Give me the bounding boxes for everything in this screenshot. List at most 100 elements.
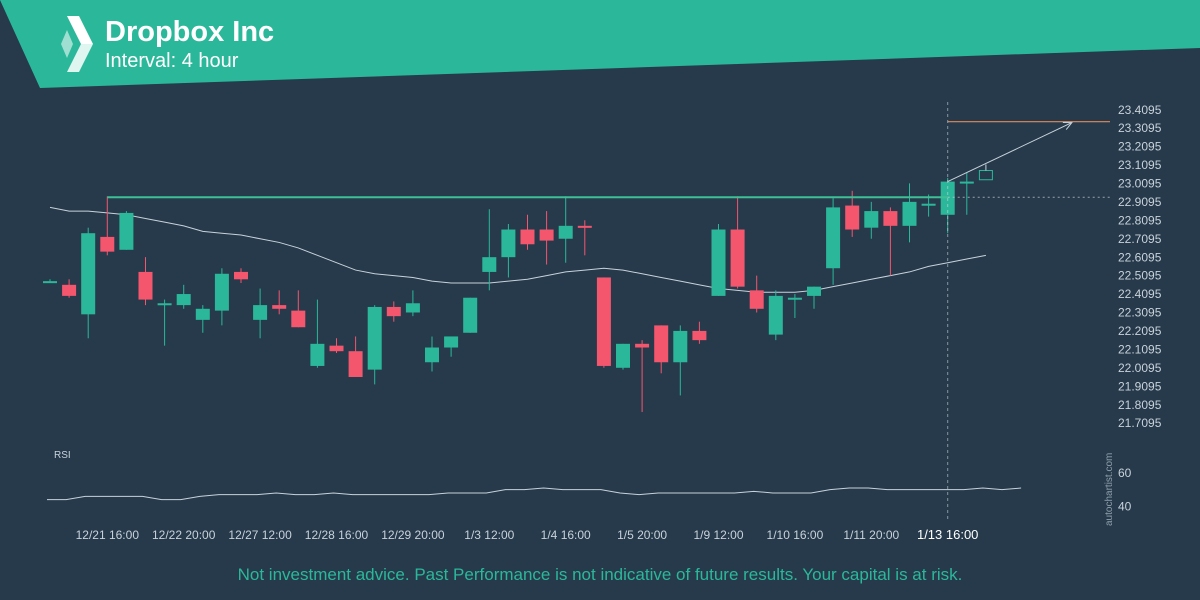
candle-body (673, 330, 688, 363)
candle-body (520, 229, 535, 245)
candle-up (807, 286, 821, 309)
candle-down (272, 290, 287, 315)
time-tick-label: 1/5 20:00 (617, 528, 667, 542)
candle-body (348, 351, 363, 378)
candle-up (405, 290, 420, 317)
candle-up (157, 299, 172, 346)
candle-body (959, 181, 974, 184)
candle-up (959, 172, 974, 215)
candle-up (214, 268, 229, 326)
time-tick-label: 1/9 12:00 (693, 528, 743, 542)
candle-body (214, 273, 229, 311)
candle-down (520, 214, 535, 250)
time-tick-label: 1/4 16:00 (541, 528, 591, 542)
candle-up (482, 209, 497, 291)
candle-down (386, 301, 401, 322)
disclaimer-text: Not investment advice. Past Performance … (237, 565, 963, 584)
candle-body (176, 294, 191, 306)
price-tick-label: 23.0095 (1118, 177, 1162, 191)
candle-body (253, 305, 268, 320)
candle-body (826, 207, 841, 269)
candle-body (367, 306, 382, 370)
candle-body (310, 343, 325, 366)
price-tick-label: 23.4095 (1118, 103, 1162, 117)
candle-up (367, 305, 382, 385)
page-title: Dropbox Inc (105, 16, 275, 48)
candle-up (253, 288, 268, 339)
candle-up (768, 290, 783, 341)
price-tick-label: 22.7095 (1118, 232, 1162, 246)
candle-body (539, 229, 554, 241)
candle-body (329, 345, 344, 352)
time-tick-label: 12/21 16:00 (76, 528, 140, 542)
candle-body (482, 257, 497, 272)
price-tick-label: 23.3095 (1118, 121, 1162, 135)
header-banner (0, 0, 1200, 88)
candle-down (291, 290, 306, 328)
price-tick-label: 22.4095 (1118, 287, 1162, 301)
price-tick-label: 22.0095 (1118, 361, 1162, 375)
candle-body (157, 303, 172, 306)
time-tick-label: 12/29 20:00 (381, 528, 445, 542)
projected-candle (978, 164, 993, 181)
candle-body (787, 297, 802, 300)
candle-down (730, 196, 745, 289)
rsi-tick-label: 40 (1118, 499, 1132, 513)
candle-body (425, 347, 439, 363)
price-tick-label: 21.7095 (1118, 416, 1162, 430)
candle-up (463, 297, 478, 333)
time-axis: 12/21 16:00 12/22 20:00 12/27 12:00 12/28 1… (76, 527, 979, 542)
candle-body (81, 233, 96, 315)
candle-body (577, 225, 592, 228)
candle-down (596, 277, 611, 368)
candle-body (654, 325, 669, 363)
candle-up (43, 279, 57, 284)
candle-body (291, 310, 306, 328)
projection-arrow-head (1062, 122, 1073, 130)
candle-down (100, 196, 115, 256)
candle-body (558, 225, 573, 239)
candle-down (749, 275, 764, 313)
time-tick-label: 12/28 16:00 (305, 528, 369, 542)
candle-up (444, 336, 459, 357)
candle-body (635, 343, 650, 348)
candle-body (616, 343, 630, 368)
moving-average (49, 206, 986, 293)
candle-down (138, 257, 153, 306)
candle-down (654, 325, 669, 374)
time-tick-label: 1/11 20:00 (843, 528, 899, 542)
candle-up (826, 198, 841, 285)
candle-up (787, 294, 802, 319)
candle-body (596, 277, 611, 366)
candle-body (768, 295, 783, 335)
price-tick-label: 22.6095 (1118, 250, 1162, 264)
candle-up (902, 183, 917, 243)
price-tick-label: 21.9095 (1118, 379, 1162, 393)
price-tick-label: 22.9095 (1118, 195, 1162, 209)
rsi-label: RSI (54, 450, 71, 461)
candle-body (902, 201, 917, 226)
price-tick-label: 22.8095 (1118, 213, 1162, 227)
candle-down (883, 207, 898, 276)
candle-down (577, 220, 592, 256)
header-banner-shape (0, 0, 1200, 88)
candle-down (539, 211, 554, 265)
time-tick-label: 1/3 12:00 (464, 528, 514, 542)
candle-body (444, 336, 459, 348)
candle-body (119, 212, 134, 250)
moving-average-line (49, 206, 986, 293)
candle-body (62, 284, 77, 296)
pattern-overlays (107, 102, 1110, 522)
price-tick-label: 22.2095 (1118, 324, 1162, 338)
candle-up (310, 299, 325, 368)
candle-body (405, 303, 420, 313)
candle-body (749, 290, 764, 309)
candle-body (195, 308, 210, 320)
candle-body (463, 297, 478, 333)
candle-up (711, 223, 726, 296)
candle-up (81, 227, 96, 339)
watermark: autochartist.com (1104, 453, 1115, 526)
candle-up (558, 196, 573, 263)
candle-down (692, 321, 707, 344)
candle-body (234, 271, 248, 280)
